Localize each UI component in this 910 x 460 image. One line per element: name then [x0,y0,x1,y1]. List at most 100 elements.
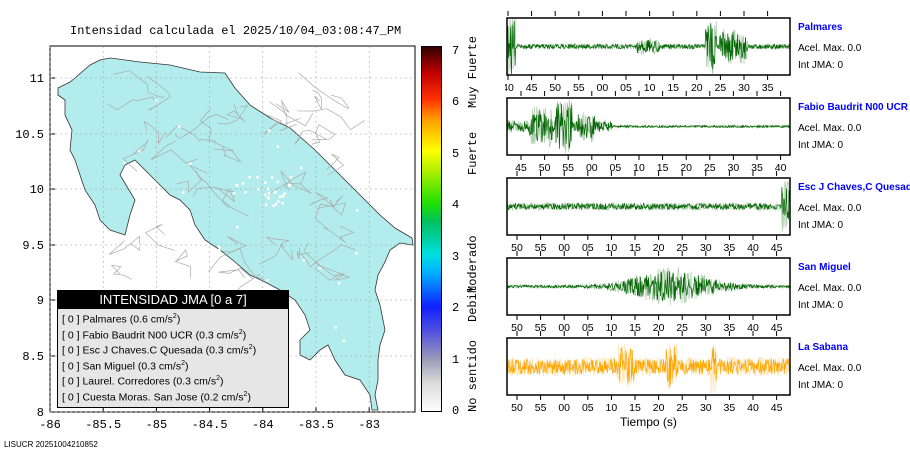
station-marker [278,195,282,198]
road [300,244,356,268]
time-tick-label: 15 [629,242,641,253]
time-tick-label: 00 [597,82,609,93]
lon-tick-label: -84.5 [192,418,228,432]
station-marker [281,194,285,198]
trace-frame [506,337,791,396]
time-tick-label: 10 [606,322,618,333]
road [226,103,246,123]
road [298,72,351,111]
time-tick-label: 00 [558,402,570,413]
time-tick-label: 45 [515,162,527,173]
legend-accel: (0.3 cm/s [205,344,249,357]
station-marker [288,184,292,187]
road [107,96,155,111]
time-tick-label: 05 [582,322,594,333]
legend-station: Laurel. Corredores [82,375,170,388]
waveform [506,21,790,75]
lon-tick-label: -84 [252,418,274,432]
station-name: Esc J Chaves,C Quesada [798,182,910,193]
time-tick-label: 20 [653,322,665,333]
station-marker [337,282,341,285]
station-marker [256,175,259,179]
station-max-accel: Acel. Max. 0.0 [798,203,862,214]
station-marker [266,278,269,282]
time-tick-label: 30 [700,322,712,333]
legend-station: San Miguel [82,360,135,372]
time-tick-label: 50 [511,322,523,333]
legend-paren: ) [247,391,251,403]
time-tick-label: 40 [747,322,759,333]
road [280,170,312,194]
station-jma-intensity: Int JMA: 0 [798,300,844,311]
time-tick-label: 40 [747,402,759,413]
legend-intensity: [ 0 ] [62,344,80,357]
time-tick-label: 15 [667,82,679,93]
time-tick-label: 50 [539,162,551,173]
road [122,139,149,172]
station-marker [264,193,267,197]
legend-item: [ 0 ] Laurel. Corredores (0.3 cm/s2) [58,371,288,388]
station-marker [267,192,271,195]
station-marker [235,184,238,187]
time-tick-label: 20 [680,162,692,173]
time-tick-label: 05 [582,402,594,413]
time-tick-label: 55 [535,242,547,253]
legend-accel: (0.3 cm/s [172,375,217,388]
time-tick-label: 35 [751,162,763,173]
lon-tick-label: -85.5 [85,418,121,432]
time-tick-label: 00 [586,162,598,173]
legend-accel: (0.3 cm/s [137,360,182,372]
road [150,140,199,164]
legend-unit-exponent: 2 [248,344,253,351]
road [196,170,229,209]
road [296,247,311,259]
time-tick-label: 55 [535,402,547,413]
waveform [506,186,790,220]
legend-unit-exponent: 2 [238,328,243,336]
road [312,124,336,145]
road [297,108,365,131]
costa-rica-land [57,57,414,411]
time-tick-label: 05 [582,242,594,253]
legend-intensity: [ 0 ] [62,313,80,326]
colorbar-tick-label: 3 [452,249,460,264]
station-marker [266,187,270,191]
time-tick-label: 15 [629,402,641,413]
station-marker [244,191,247,194]
station-marker [342,339,346,343]
road [266,236,291,248]
road [312,89,323,111]
legend-item: [ 0 ] Esc J Chaves.C Quesada (0.3 cm/s2) [58,340,288,357]
time-tick-label: 10 [606,242,618,253]
time-tick-label: 30 [700,402,712,413]
station-jma-intensity: Int JMA: 0 [798,220,844,231]
time-tick-label: 45 [526,82,538,93]
station-name: La Sabana [798,342,849,353]
legend-intensity: [ 0 ] [62,391,80,403]
time-tick-label: 00 [558,322,570,333]
colorbar-intensity-word: Fuerte [466,131,480,175]
lat-tick-label: 8.5 [22,350,44,364]
time-tick-label: 20 [653,402,665,413]
station-marker [276,200,280,203]
seismogram-3: 50 55 00 05 10 15 20 25 30 35 40 45 [506,251,791,333]
colorbar-tick-label: 7 [452,43,460,58]
page-title: Intensidad calculada el 2025/10/04_03:08… [70,24,402,38]
station-max-accel: Acel. Max. 0.0 [798,123,862,134]
road [113,70,164,99]
station-marker [355,252,358,255]
time-tick-label: 35 [762,82,774,93]
station-marker [178,125,181,128]
time-tick-label: 10 [644,82,656,93]
time-tick-label: 15 [657,162,669,173]
time-tick-label: 35 [724,242,736,253]
time-tick-label: 55 [562,162,574,173]
legend-paren: ) [242,329,247,341]
legend-title: INTENSIDAD JMA [0 a 7] [58,291,288,309]
station-marker [256,187,260,191]
station-marker [267,129,271,132]
lat-tick-label: 11 [30,72,44,86]
station-marker [264,181,267,185]
colorbar-tick-label: 6 [452,95,460,109]
